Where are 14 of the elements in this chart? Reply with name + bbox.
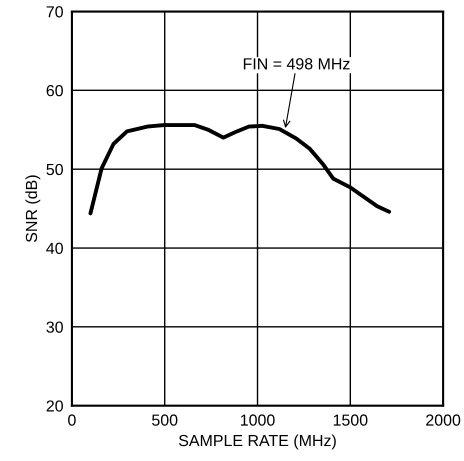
y-axis-title: SNR (dB): [25, 175, 40, 242]
annotation: FIN = 498 MHz: [244, 58, 350, 70]
x-tick-label: 500: [152, 414, 178, 426]
x-tick-label: 1000: [240, 414, 275, 426]
y-tick-label: 40: [46, 242, 63, 254]
y-tick-label: 30: [46, 321, 63, 333]
y-tick-label: 20: [46, 400, 63, 412]
y-tick-label: 50: [46, 164, 63, 176]
y-tick-label: 70: [46, 6, 63, 18]
x-axis-title: SAMPLE RATE (MHz): [178, 434, 336, 450]
x-tick-label: 1500: [334, 414, 368, 426]
x-tick-label: 2000: [426, 414, 460, 426]
y-tick-label: 60: [46, 84, 63, 96]
x-tick-label: 0: [68, 414, 76, 426]
